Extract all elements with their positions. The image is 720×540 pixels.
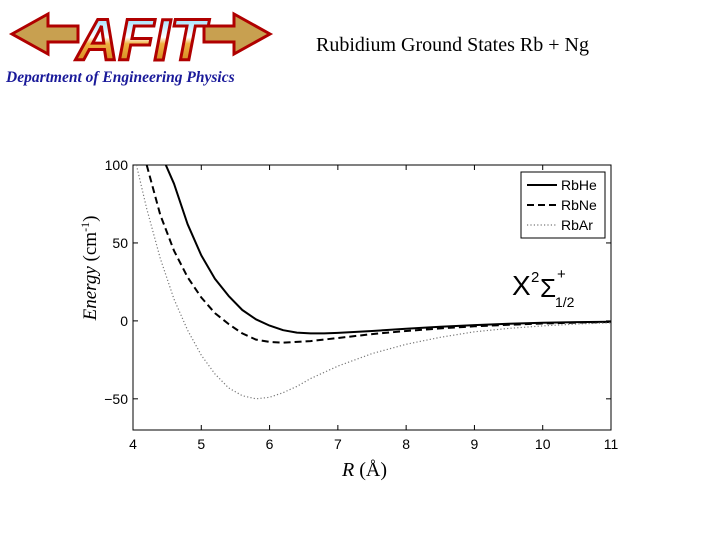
right-arrow-icon [202,11,274,57]
axis-ticks: 4 5 6 7 8 9 10 11 −50 0 50 100 [104,157,618,452]
x-tick-label: 7 [334,436,342,452]
x-tick-label: 6 [266,436,274,452]
x-tick-label: 8 [402,436,410,452]
x-axis-label: R (Å) [342,459,387,481]
y-axis-label: Energy (cm-1) [77,215,102,321]
left-arrow-icon [8,11,80,57]
legend-label-rbne: RbNe [561,197,597,213]
legend-label-rbhe: RbHe [561,177,597,193]
y-tick-label: 0 [120,313,128,329]
y-tick-label: −50 [104,391,128,407]
x-tick-label: 11 [604,436,619,452]
slide-title: Rubidium Ground States Rb + Ng [316,34,589,56]
svg-text:AFIT: AFIT [75,8,210,72]
y-tick-label: 100 [105,157,129,173]
legend-label-rbar: RbAr [561,217,593,233]
legend-box [520,171,606,239]
y-tick-label: 50 [112,235,128,251]
series-line-rbhe [164,165,611,335]
series-layer [135,165,611,400]
series-line-rbne [145,165,611,344]
plot-frame [132,164,612,431]
x-tick-label: 5 [197,436,205,452]
afit-logo: AFIT [8,7,274,72]
legend: RbHe RbNe RbAr [520,171,606,239]
department-label: Department of Engineering Physics [6,69,235,86]
x-tick-label: 10 [535,436,551,452]
x-tick-label: 4 [129,436,137,452]
state-annotation: X 2 Σ + 1/2 [512,266,575,310]
x-tick-label: 9 [471,436,479,452]
